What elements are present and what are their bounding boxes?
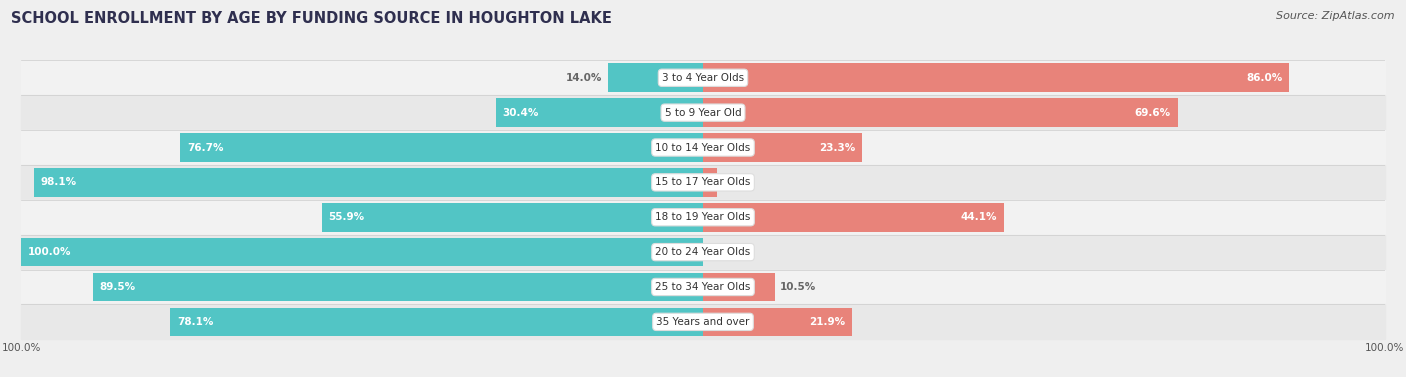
- Text: 44.1%: 44.1%: [960, 212, 997, 222]
- Text: 10 to 14 Year Olds: 10 to 14 Year Olds: [655, 143, 751, 153]
- Bar: [170, 308, 703, 336]
- Bar: [21, 60, 1385, 95]
- Text: 5 to 9 Year Old: 5 to 9 Year Old: [665, 107, 741, 118]
- Text: 18 to 19 Year Olds: 18 to 19 Year Olds: [655, 212, 751, 222]
- Text: 100.0%: 100.0%: [28, 247, 72, 257]
- Text: 3 to 4 Year Olds: 3 to 4 Year Olds: [662, 73, 744, 83]
- Bar: [21, 95, 1385, 130]
- Text: 25 to 34 Year Olds: 25 to 34 Year Olds: [655, 282, 751, 292]
- Text: 23.3%: 23.3%: [818, 143, 855, 153]
- Text: 14.0%: 14.0%: [565, 73, 602, 83]
- Bar: [21, 305, 1385, 339]
- Bar: [21, 165, 1385, 200]
- Bar: [180, 133, 703, 162]
- Text: 98.1%: 98.1%: [41, 177, 77, 187]
- Bar: [496, 98, 703, 127]
- Bar: [703, 98, 1178, 127]
- Text: 2.0%: 2.0%: [723, 177, 751, 187]
- Bar: [703, 308, 852, 336]
- Text: 55.9%: 55.9%: [329, 212, 364, 222]
- Bar: [21, 270, 1385, 305]
- Bar: [93, 273, 703, 301]
- Text: 30.4%: 30.4%: [502, 107, 538, 118]
- Bar: [34, 168, 703, 197]
- Text: 76.7%: 76.7%: [187, 143, 224, 153]
- Bar: [703, 168, 717, 197]
- Text: 89.5%: 89.5%: [100, 282, 135, 292]
- Text: 86.0%: 86.0%: [1246, 73, 1282, 83]
- Bar: [607, 63, 703, 92]
- Bar: [703, 63, 1289, 92]
- Bar: [322, 203, 703, 231]
- Bar: [21, 238, 703, 267]
- Bar: [703, 203, 1004, 231]
- Text: 78.1%: 78.1%: [177, 317, 214, 327]
- Text: Source: ZipAtlas.com: Source: ZipAtlas.com: [1277, 11, 1395, 21]
- Text: 15 to 17 Year Olds: 15 to 17 Year Olds: [655, 177, 751, 187]
- Text: 21.9%: 21.9%: [810, 317, 845, 327]
- Text: 10.5%: 10.5%: [780, 282, 817, 292]
- Bar: [703, 133, 862, 162]
- Text: SCHOOL ENROLLMENT BY AGE BY FUNDING SOURCE IN HOUGHTON LAKE: SCHOOL ENROLLMENT BY AGE BY FUNDING SOUR…: [11, 11, 612, 26]
- Text: 0.0%: 0.0%: [709, 247, 738, 257]
- Text: 69.6%: 69.6%: [1135, 107, 1171, 118]
- Text: 35 Years and over: 35 Years and over: [657, 317, 749, 327]
- Bar: [21, 234, 1385, 270]
- Bar: [21, 130, 1385, 165]
- Text: 20 to 24 Year Olds: 20 to 24 Year Olds: [655, 247, 751, 257]
- Bar: [703, 273, 775, 301]
- Bar: [21, 200, 1385, 234]
